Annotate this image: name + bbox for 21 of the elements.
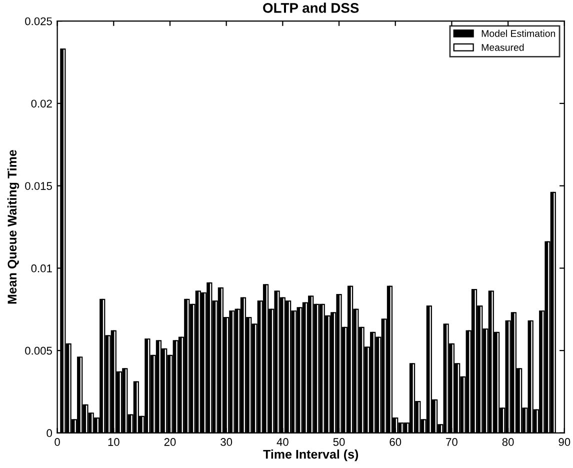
x-tick-label: 0 — [54, 438, 60, 446]
x-tick-label: 60 — [390, 438, 402, 446]
y-tick-label: 0.02 — [31, 100, 52, 108]
x-tick-label: 90 — [558, 438, 570, 446]
x-tick-label: 80 — [502, 438, 514, 446]
x-axis-title: Time Interval (s) — [263, 450, 358, 462]
x-tick-label: 20 — [164, 438, 176, 446]
y-axis-title: Mean Queue Waiting Time — [7, 150, 20, 304]
x-tick-label: 10 — [108, 438, 120, 446]
y-tick-label: 0.015 — [25, 182, 52, 190]
x-tick-label: 70 — [446, 438, 458, 446]
legend-label: Model Estimation — [482, 30, 556, 37]
y-tick-label: 0.005 — [25, 346, 52, 355]
x-tick-label: 50 — [333, 438, 345, 446]
y-tick-label: 0 — [46, 429, 52, 438]
y-tick-label: 0.01 — [31, 264, 52, 272]
y-tick-label: 0.025 — [25, 17, 52, 26]
x-tick-label: 30 — [220, 438, 232, 446]
x-tick-label: 40 — [276, 438, 288, 446]
legend-label: Measured — [482, 44, 524, 51]
chart-title: OLTP and DSS — [263, 2, 359, 13]
